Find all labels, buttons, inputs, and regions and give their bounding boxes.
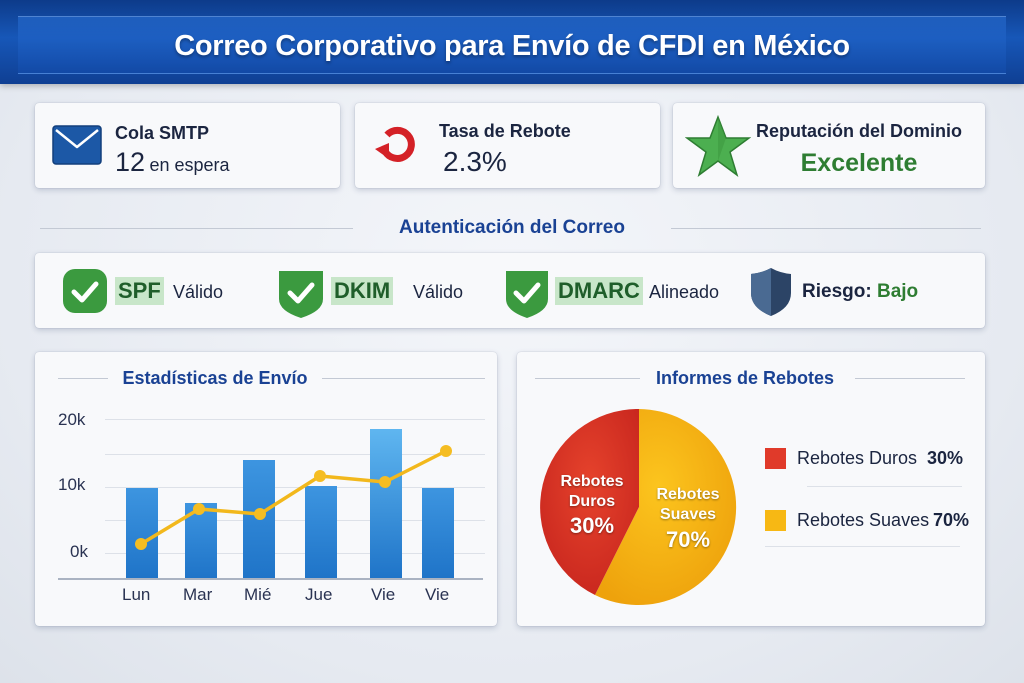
legend-swatch-hard — [765, 448, 786, 469]
dmarc-status: Alineado — [649, 282, 720, 302]
pie-label-soft-name: Rebotes Suaves — [656, 486, 720, 523]
risk-indicator: Riesgo: Bajo — [802, 281, 918, 303]
divider — [58, 378, 108, 379]
pie-label-hard-pct: 30% — [569, 513, 615, 538]
check-shield-icon — [506, 271, 548, 318]
risk-label: Riesgo: — [802, 281, 872, 302]
bounce-reports-card: Informes de Rebotes Rebotes Duros 30% Re… — [517, 352, 985, 626]
trend-line — [135, 445, 452, 550]
divider — [40, 228, 353, 229]
page-title: Correo Corporativo para Envío de CFDI en… — [174, 30, 850, 62]
header-band — [18, 16, 1006, 74]
smtp-queue-count: 12 — [115, 147, 146, 177]
shipping-stats-card: Estadísticas de Envío 20k 10k 0k Lun Mar… — [35, 352, 497, 626]
bounces-section-title: Informes de Rebotes — [655, 368, 835, 388]
smtp-queue-value: 12 en espera — [115, 147, 230, 178]
gridline — [105, 487, 485, 488]
bounce-rate-value: 2.3% — [443, 146, 507, 177]
gridline — [105, 520, 485, 521]
x-label-jue: Jue — [305, 585, 333, 604]
kpi-card-bounce-rate[interactable]: Tasa de Rebote 2.3% — [355, 103, 660, 188]
check-badge-icon — [63, 269, 107, 313]
x-label-lun: Lun — [122, 585, 151, 604]
bar-vie[interactable] — [370, 429, 402, 578]
domain-reputation-label: Reputación del Dominio — [755, 121, 962, 141]
dkim-tag: DKIM — [331, 277, 394, 305]
pie-label-soft: Rebotes Suaves 70% — [650, 485, 726, 555]
divider — [807, 486, 962, 487]
risk-value: Bajo — [876, 281, 919, 302]
y-tick-10k: 10k — [58, 475, 86, 494]
spf-status: Válido — [173, 282, 224, 302]
pie-label-soft-pct: 70% — [665, 527, 711, 552]
divider — [671, 228, 981, 229]
x-label-vie: Vie — [371, 585, 396, 604]
bar-lun[interactable] — [126, 488, 158, 578]
gridline — [105, 454, 485, 455]
x-label-mar: Mar — [183, 585, 213, 604]
legend-label-hard: Rebotes Duros — [797, 448, 918, 468]
legend-label-soft: Rebotes Suaves — [797, 510, 930, 530]
gridline — [105, 419, 485, 420]
pie-label-hard: Rebotes Duros 30% — [552, 472, 632, 540]
x-label-mie: Mié — [244, 585, 272, 604]
pie-label-hard-name: Rebotes Duros — [560, 473, 624, 510]
divider — [322, 378, 485, 379]
smtp-queue-label: Cola SMTP — [115, 123, 210, 143]
dmarc-tag: DMARC — [555, 277, 643, 305]
shield-icon — [751, 268, 791, 316]
stats-section-title: Estadísticas de Envío — [122, 368, 308, 388]
divider — [535, 378, 640, 379]
divider — [855, 378, 965, 379]
auth-section-title: Autenticación del Correo — [399, 217, 625, 238]
x-axis-line — [58, 578, 483, 580]
refresh-arrow-icon — [375, 126, 415, 162]
bounce-pie-chart[interactable] — [539, 407, 743, 607]
y-tick-20k: 20k — [58, 410, 86, 429]
auth-status-bar: SPF Válido DKIM Válido DMARC Alineado Ri… — [35, 253, 985, 328]
check-shield-icon — [279, 271, 323, 318]
smtp-queue-unit: en espera — [149, 155, 230, 175]
divider — [765, 546, 960, 547]
spf-tag: SPF — [115, 277, 164, 305]
domain-reputation-value: Excelente — [800, 149, 918, 177]
bounce-rate-label: Tasa de Rebote — [439, 121, 571, 141]
gridline — [105, 553, 485, 554]
legend-pct-soft: 70% — [933, 510, 970, 530]
y-tick-0k: 0k — [70, 542, 88, 561]
legend-swatch-soft — [765, 510, 786, 531]
page-header: Correo Corporativo para Envío de CFDI en… — [0, 0, 1024, 84]
envelope-icon — [52, 125, 102, 165]
legend-pct-hard: 30% — [927, 448, 964, 468]
x-label-vie-2: Vie — [425, 585, 450, 604]
kpi-card-domain-reputation[interactable]: Reputación del Dominio Excelente — [673, 103, 985, 188]
dkim-status: Válido — [413, 282, 464, 302]
kpi-card-smtp-queue[interactable]: Cola SMTP 12 en espera — [35, 103, 340, 188]
bar-jue[interactable] — [305, 486, 337, 578]
star-icon — [685, 115, 751, 177]
bar-vie-2[interactable] — [422, 488, 454, 578]
